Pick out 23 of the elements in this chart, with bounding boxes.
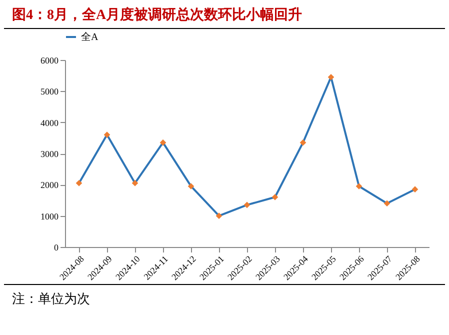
y-tick-label: 2000 bbox=[40, 180, 59, 190]
point bbox=[216, 212, 222, 219]
point bbox=[76, 180, 82, 186]
y-tick-label: 4000 bbox=[40, 118, 59, 128]
point bbox=[272, 194, 278, 200]
chart-title: 图4：8月，全A月度被调研总次数环比小幅回升 bbox=[4, 0, 445, 29]
y-tick-label: 1000 bbox=[40, 211, 59, 222]
text: 注：单位为次 bbox=[4, 284, 445, 313]
point bbox=[384, 200, 390, 207]
point bbox=[328, 74, 334, 80]
point bbox=[104, 132, 110, 138]
y-tick-label: 3000 bbox=[40, 149, 59, 159]
point bbox=[412, 186, 418, 193]
point bbox=[244, 202, 250, 208]
legend-label: 全A bbox=[81, 31, 99, 43]
y-tick-label: 5000 bbox=[40, 86, 59, 97]
point bbox=[300, 139, 306, 146]
point bbox=[188, 183, 194, 190]
point bbox=[160, 139, 166, 146]
point bbox=[132, 180, 138, 186]
y-tick-label: 0 bbox=[54, 242, 59, 252]
point bbox=[356, 183, 362, 190]
y-tick-label: 6000 bbox=[40, 56, 59, 66]
